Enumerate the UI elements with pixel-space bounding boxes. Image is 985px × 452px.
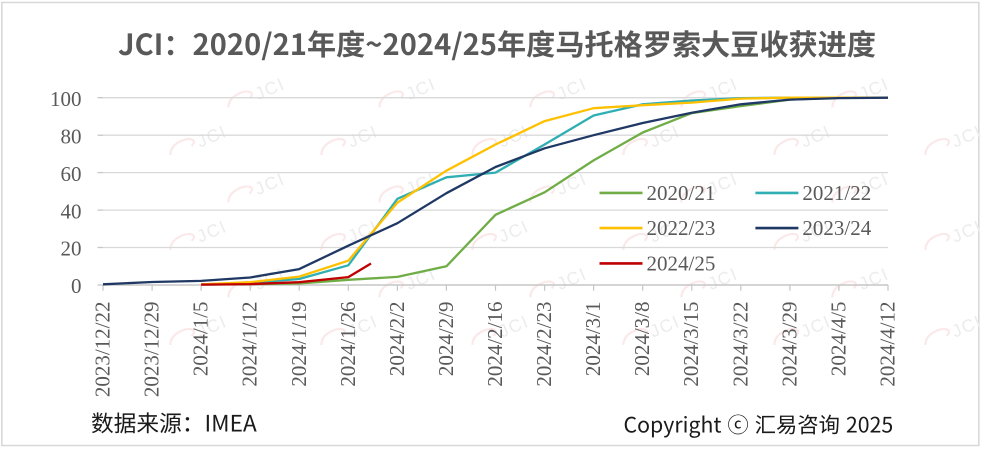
- svg-text:40: 40: [61, 199, 82, 223]
- svg-text:2020/21: 2020/21: [647, 181, 716, 205]
- svg-text:2024/4/12: 2024/4/12: [876, 302, 900, 387]
- svg-text:2023/24: 2023/24: [802, 216, 871, 240]
- svg-text:2024/1/26: 2024/1/26: [336, 302, 360, 387]
- svg-text:20: 20: [61, 237, 82, 261]
- svg-text:80: 80: [61, 124, 82, 148]
- svg-text:0: 0: [71, 274, 82, 298]
- svg-text:100: 100: [50, 87, 82, 111]
- svg-text:2024/3/15: 2024/3/15: [679, 302, 703, 387]
- svg-text:2023/12/22: 2023/12/22: [91, 302, 115, 398]
- svg-text:2024/3/8: 2024/3/8: [630, 302, 654, 377]
- svg-text:2024/1/19: 2024/1/19: [287, 302, 311, 387]
- svg-text:2022/23: 2022/23: [647, 216, 716, 240]
- svg-text:2024/4/5: 2024/4/5: [826, 302, 850, 377]
- svg-text:2024/2/16: 2024/2/16: [483, 302, 507, 387]
- svg-text:2024/25: 2024/25: [647, 251, 716, 275]
- svg-text:2024/2/2: 2024/2/2: [385, 302, 409, 377]
- svg-text:2024/3/22: 2024/3/22: [728, 302, 752, 387]
- svg-text:60: 60: [61, 162, 82, 186]
- svg-text:2024/2/9: 2024/2/9: [434, 302, 458, 377]
- svg-text:2024/1/12: 2024/1/12: [238, 302, 262, 387]
- svg-text:2024/3/29: 2024/3/29: [777, 302, 801, 387]
- svg-text:2021/22: 2021/22: [802, 181, 871, 205]
- svg-text:2024/1/5: 2024/1/5: [189, 302, 213, 377]
- svg-text:2024/3/1: 2024/3/1: [581, 302, 605, 377]
- svg-text:2024/2/23: 2024/2/23: [532, 302, 556, 387]
- svg-text:2023/12/29: 2023/12/29: [140, 302, 164, 398]
